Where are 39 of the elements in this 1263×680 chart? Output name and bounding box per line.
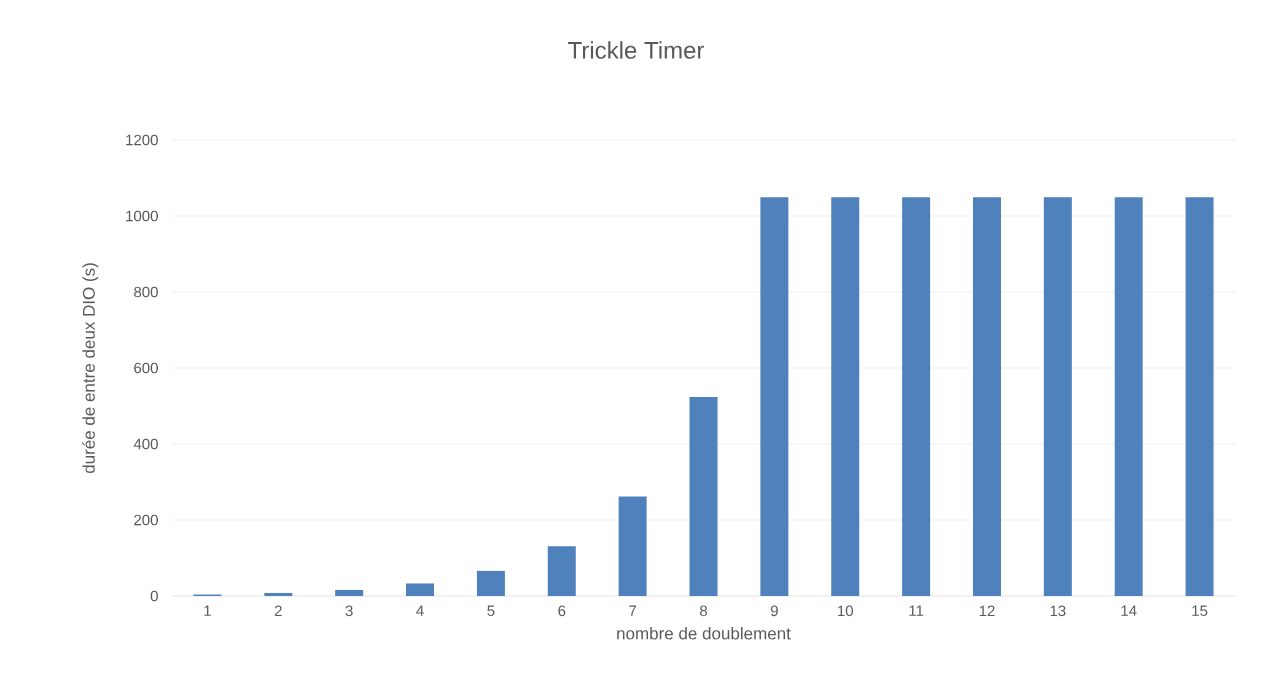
bar [406, 583, 435, 596]
x-axis-title: nombre de doublement [617, 627, 791, 640]
x-tick-label: 1 [204, 605, 211, 616]
bar [335, 589, 364, 596]
bar [760, 197, 789, 596]
bar [689, 396, 718, 596]
x-tick-label: 10 [838, 605, 853, 617]
bar [831, 197, 860, 596]
x-tick-label: 5 [487, 605, 495, 616]
bar [1185, 197, 1214, 596]
x-tick-label: 6 [558, 605, 566, 617]
bar [902, 197, 931, 596]
bar [547, 546, 576, 596]
y-tick-label: 600 [134, 362, 158, 374]
y-tick-label: 0 [150, 590, 158, 602]
y-tick-label: 1200 [126, 134, 158, 146]
x-tick-label: 15 [1192, 605, 1208, 616]
bar [476, 570, 505, 596]
x-tick-label: 9 [770, 605, 778, 617]
bar [264, 592, 293, 596]
bar [1114, 197, 1143, 596]
chart-title: Trickle Timer [568, 41, 705, 59]
bar [1043, 197, 1072, 596]
bar [618, 496, 647, 596]
x-tick-label: 12 [979, 605, 995, 617]
y-tick-label: 800 [134, 286, 158, 298]
bar [972, 197, 1001, 596]
y-tick-label: 200 [134, 514, 158, 526]
x-tick-label: 7 [629, 605, 637, 616]
x-tick-label: 13 [1050, 605, 1066, 617]
y-tick-label: 1000 [126, 210, 158, 222]
x-tick-label: 3 [345, 605, 353, 617]
x-tick-label: 11 [909, 605, 924, 616]
y-axis-title: durée de entre deux DIO (s) [82, 263, 99, 474]
x-tick-label: 4 [416, 605, 424, 616]
x-tick-label: 8 [699, 605, 708, 617]
y-tick-label: 400 [133, 438, 158, 450]
x-tick-label: 14 [1121, 605, 1137, 616]
x-tick-label: 2 [274, 605, 282, 617]
